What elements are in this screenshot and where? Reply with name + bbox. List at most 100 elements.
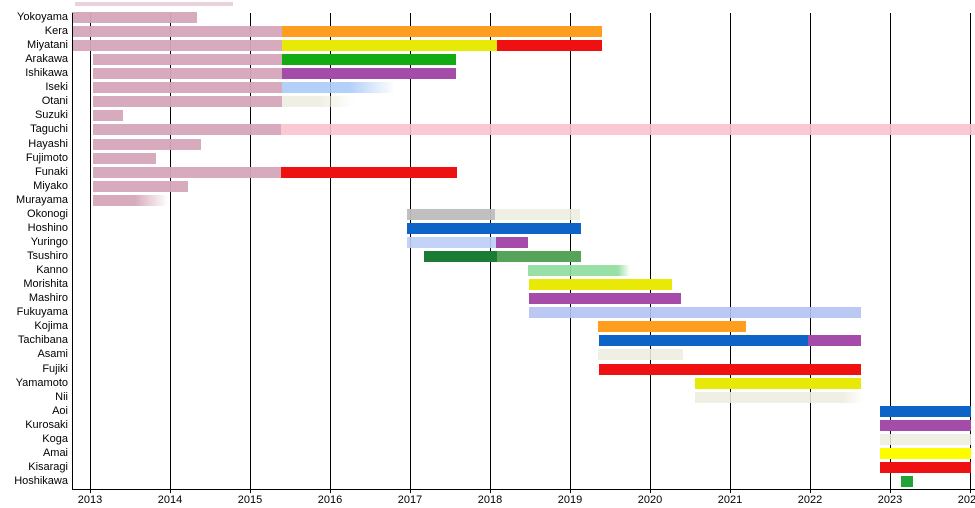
bar-fukuyama-periwinkle xyxy=(529,307,862,319)
bar-tachibana-purple xyxy=(808,335,862,347)
row-label-morishita: Morishita xyxy=(23,278,68,291)
x-tick-label: 2014 xyxy=(157,494,183,506)
bar-yamamoto-yellow xyxy=(694,377,862,389)
x-axis-tick xyxy=(330,489,331,493)
row-label-kera: Kera xyxy=(44,25,68,38)
bar-murayama-dusty_pink xyxy=(93,194,169,206)
bar-okonogi-beige xyxy=(494,208,581,220)
bar-morishita-yellow xyxy=(529,279,673,291)
bar-ishikawa-purple xyxy=(282,68,457,80)
bar-kojima-orange xyxy=(598,321,746,333)
row-label-miyatani: Miyatani xyxy=(27,39,68,52)
row-label-suzuki: Suzuki xyxy=(34,109,68,122)
x-axis-tick xyxy=(810,489,811,493)
y-axis-line xyxy=(72,13,73,489)
row-label-hayashi: Hayashi xyxy=(28,137,68,150)
bar-hayashi-dusty_pink xyxy=(93,138,202,150)
bar-kurosaki-purple xyxy=(880,419,971,431)
x-axis-tick xyxy=(570,489,571,493)
bar-miyako-dusty_pink xyxy=(93,180,189,192)
bar-hoshino-blue xyxy=(406,222,582,234)
x-tick-label: 2021 xyxy=(717,494,743,506)
row-label-yokoyama: Yokoyama xyxy=(17,11,68,23)
row-label-koga: Koga xyxy=(42,432,68,445)
row-label-hoshikawa: Hoshikawa xyxy=(14,474,68,487)
row-label-ishikawa: Ishikawa xyxy=(25,67,68,80)
x-axis-tick xyxy=(490,489,491,493)
year-gridline xyxy=(490,13,491,489)
bar-suzuki-dusty_pink xyxy=(93,110,123,122)
row-label-tachibana: Tachibana xyxy=(17,334,68,347)
x-axis-line xyxy=(72,489,975,490)
row-label-miyako: Miyako xyxy=(33,179,68,192)
x-tick-label: 2018 xyxy=(477,494,503,506)
row-label-kisaragi: Kisaragi xyxy=(28,460,68,473)
x-tick-label: 2017 xyxy=(397,494,423,506)
bar-taguchi-light_pink xyxy=(281,124,975,136)
year-gridline xyxy=(730,13,731,489)
year-gridline xyxy=(970,13,971,489)
year-gridline xyxy=(890,13,891,489)
bar-kera-dusty_pink xyxy=(72,26,282,38)
bar-amai-bright_yellow xyxy=(880,447,971,459)
bar-tachibana-blue xyxy=(598,335,809,347)
x-axis-tick xyxy=(250,489,251,493)
x-axis-tick xyxy=(170,489,171,493)
row-label-fujiki: Fujiki xyxy=(42,362,68,375)
x-tick-label: 2019 xyxy=(557,494,583,506)
bar-hoshikawa-small_green xyxy=(901,475,914,487)
bar-fujimoto-dusty_pink xyxy=(93,152,157,164)
bar-arakawa-dusty_pink xyxy=(93,54,282,66)
row-label-iseki: Iseki xyxy=(45,81,68,94)
row-label-fukuyama: Fukuyama xyxy=(16,306,68,319)
row-label-amai: Amai xyxy=(42,446,68,459)
row-label-funaki: Funaki xyxy=(34,165,68,178)
row-label-arakawa: Arakawa xyxy=(25,53,68,66)
x-axis-tick xyxy=(970,489,971,493)
bar-miyatani-yellow xyxy=(282,40,498,52)
bar-tsushiro-medium_green xyxy=(497,251,582,263)
row-label-okonogi: Okonogi xyxy=(27,207,68,220)
x-tick-label: 2022 xyxy=(797,494,823,506)
bar-yuringo-lavender xyxy=(406,236,497,248)
bar-funaki-dusty_pink xyxy=(93,166,282,178)
bar-funaki-red xyxy=(281,166,458,178)
bar-asami-beige xyxy=(598,349,683,361)
year-gridline xyxy=(330,13,331,489)
row-label-nii: Nii xyxy=(55,390,68,403)
year-gridline xyxy=(410,13,411,489)
row-label-kanno: Kanno xyxy=(36,264,68,277)
year-gridline xyxy=(570,13,571,489)
x-axis-tick xyxy=(890,489,891,493)
row-label-murayama: Murayama xyxy=(16,193,68,206)
row-label-asami: Asami xyxy=(37,348,68,361)
bar-okonogi-gray xyxy=(406,208,495,220)
clipped-top-bar xyxy=(74,2,234,6)
row-label-yamamoto: Yamamoto xyxy=(15,376,68,389)
x-axis-tick xyxy=(730,489,731,493)
bar-ishikawa-dusty_pink xyxy=(93,68,282,80)
year-gridline xyxy=(810,13,811,489)
row-label-fujimoto: Fujimoto xyxy=(25,151,68,164)
row-label-taguchi: Taguchi xyxy=(30,123,68,136)
row-label-hoshino: Hoshino xyxy=(27,221,68,234)
bar-tsushiro-dark_green xyxy=(424,251,498,263)
x-axis-tick xyxy=(90,489,91,493)
bar-otani-dusty_pink xyxy=(93,96,282,108)
bar-otani-beige xyxy=(282,96,355,108)
x-tick-label: 2013 xyxy=(77,494,103,506)
row-label-yuringo: Yuringo xyxy=(30,235,68,248)
bar-iseki-dusty_pink xyxy=(93,82,282,94)
bar-fujiki-red xyxy=(598,363,862,375)
bar-miyatani-red xyxy=(497,40,602,52)
bar-kanno-light_green xyxy=(528,265,630,277)
year-gridline xyxy=(650,13,651,489)
row-label-aoi: Aoi xyxy=(52,404,68,417)
x-tick-label: 2020 xyxy=(637,494,663,506)
bar-mashiro-purple xyxy=(529,293,682,305)
